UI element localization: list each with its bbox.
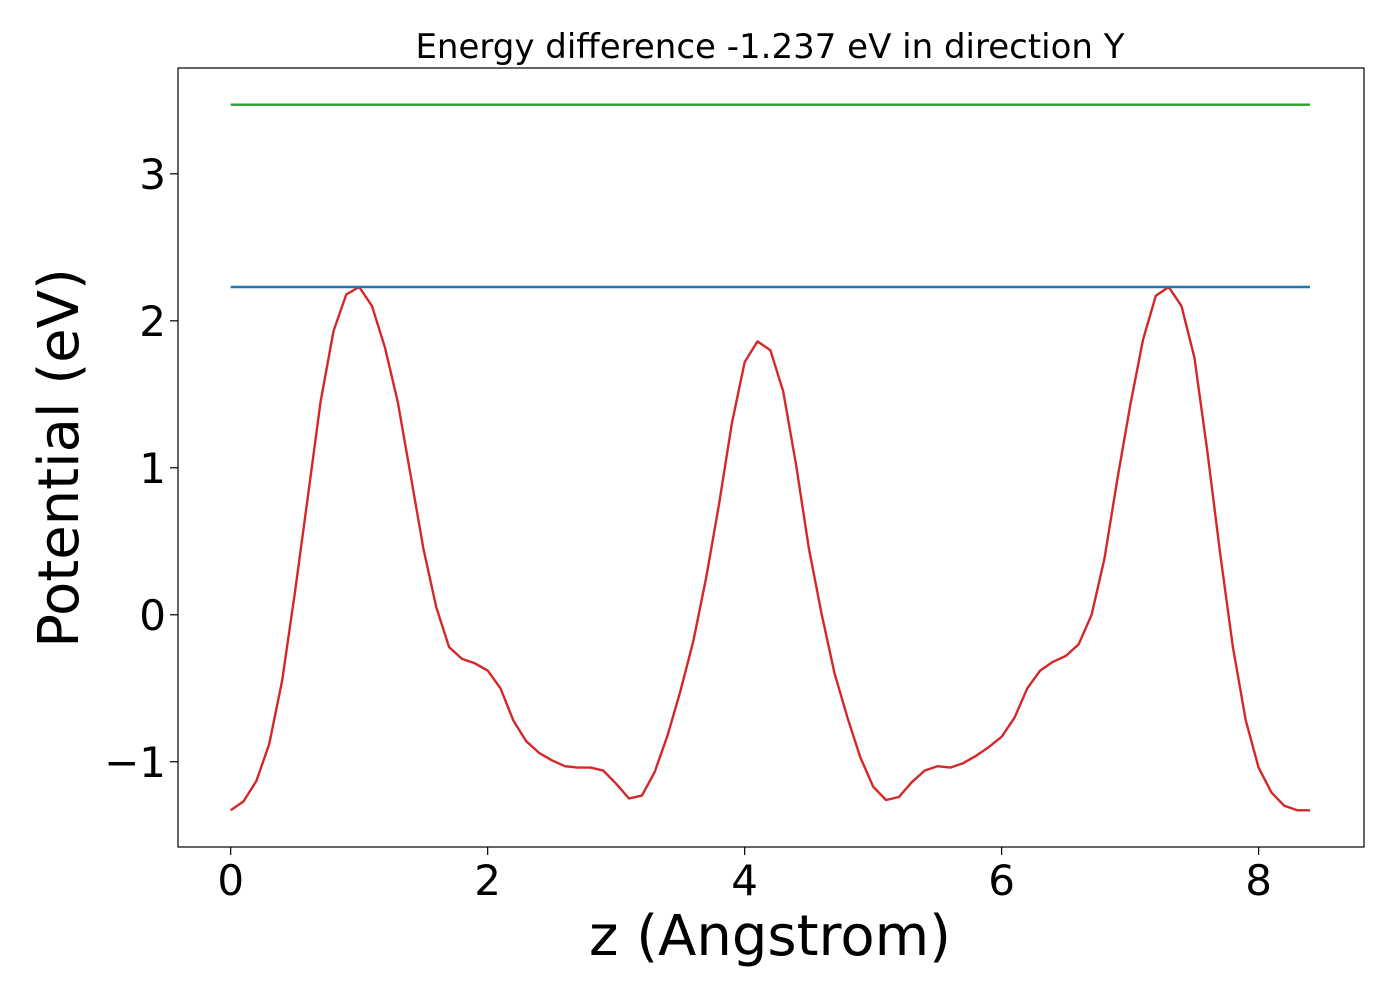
y-tick-label: 0 xyxy=(139,591,166,640)
x-tick-label: 0 xyxy=(217,856,244,905)
y-tick-label: 1 xyxy=(139,444,166,493)
y-tick-label: −1 xyxy=(104,738,166,787)
x-axis-label: z (Angstrom) xyxy=(589,904,951,969)
y-tick-label: 3 xyxy=(139,150,166,199)
series-line-potential-curve xyxy=(230,285,1310,812)
chart-title: Energy difference -1.237 eV in direction… xyxy=(415,27,1124,67)
plot-frame xyxy=(177,67,1365,848)
y-axis-label: Potential (eV) xyxy=(27,268,92,648)
x-tick-label: 6 xyxy=(988,856,1015,905)
series-layer xyxy=(230,103,1310,812)
y-axis-ticks: −1 0 1 2 3 xyxy=(104,150,178,787)
y-tick-label: 2 xyxy=(139,297,166,346)
x-tick-label: 4 xyxy=(731,856,758,905)
x-axis-ticks: 0 2 4 6 8 xyxy=(217,847,1272,905)
x-tick-label: 8 xyxy=(1245,856,1272,905)
x-tick-label: 2 xyxy=(474,856,501,905)
